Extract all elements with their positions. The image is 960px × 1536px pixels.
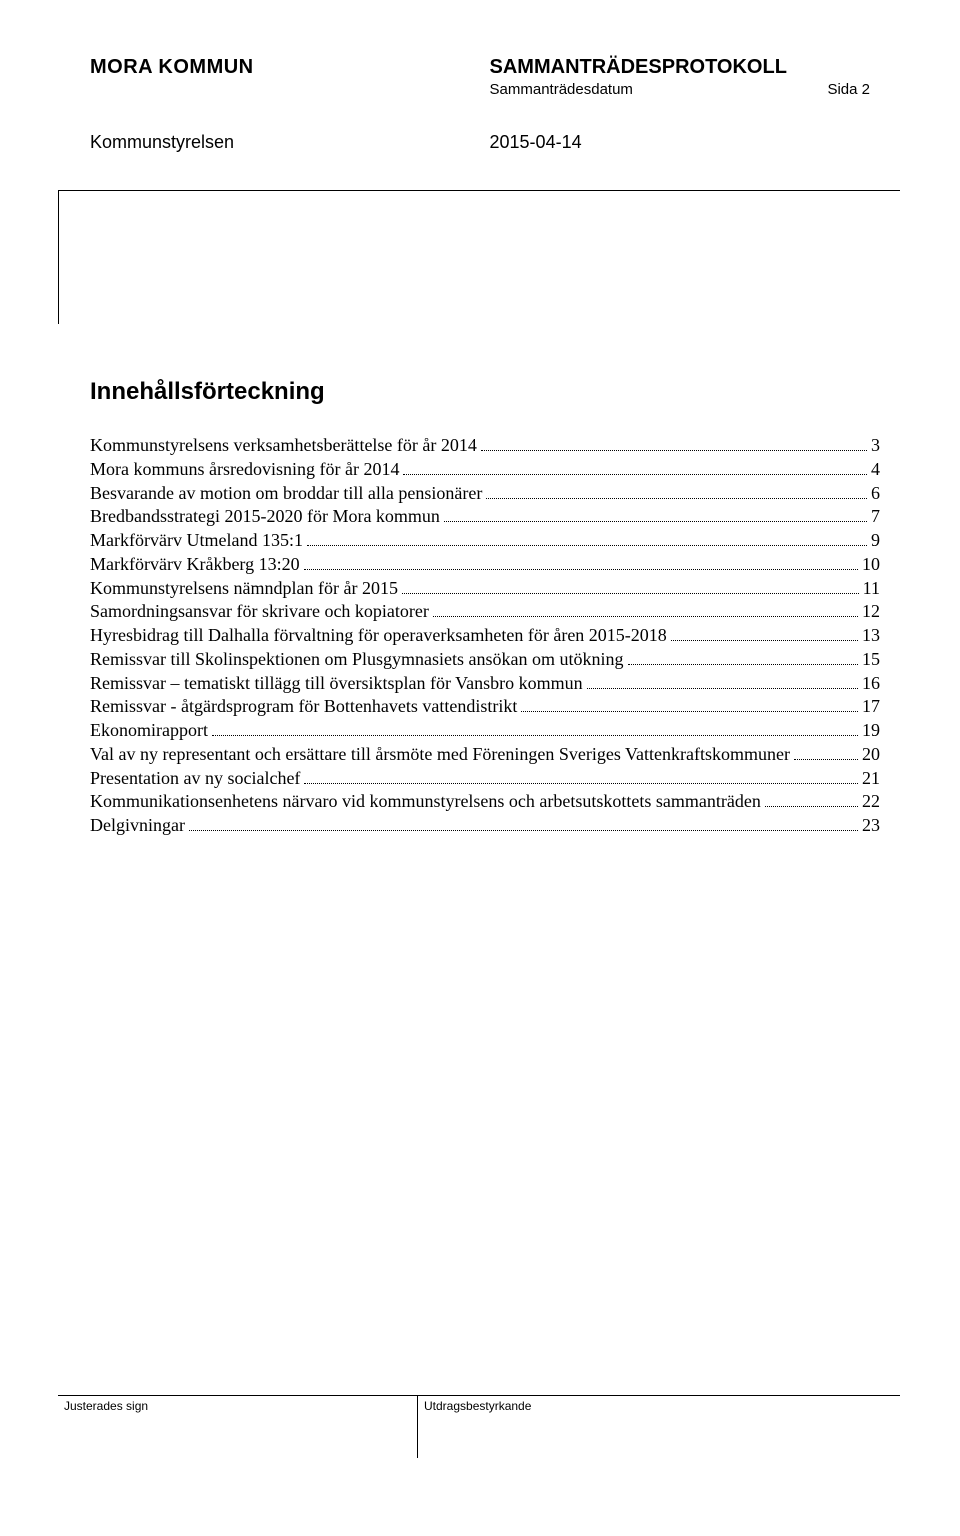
board-row: Kommunstyrelsen 2015-04-14	[90, 132, 870, 153]
toc-line: Ekonomirapport 19	[90, 719, 880, 743]
toc-leader	[587, 672, 858, 688]
toc-leader	[486, 482, 867, 498]
toc-title: Ekonomirapport	[90, 719, 208, 743]
toc-title: Samordningsansvar för skrivare och kopia…	[90, 600, 429, 624]
toc-leader	[794, 744, 858, 760]
toc-leader	[521, 696, 858, 712]
toc-title: Remissvar – tematiskt tillägg till övers…	[90, 672, 583, 696]
toc-page: 4	[871, 458, 880, 482]
toc-title: Remissvar till Skolinspektionen om Plusg…	[90, 648, 624, 672]
toc-title: Mora kommuns årsredovisning för år 2014	[90, 458, 399, 482]
board-name: Kommunstyrelsen	[90, 132, 490, 153]
toc-line: Mora kommuns årsredovisning för år 2014 4	[90, 458, 880, 482]
toc-page: 17	[862, 695, 880, 719]
toc-page: 10	[862, 553, 880, 577]
toc-leader	[433, 601, 858, 617]
toc-title: Kommunstyrelsens nämndplan för år 2015	[90, 577, 398, 601]
toc-page: 22	[862, 790, 880, 814]
date-label: Sammanträdesdatum	[490, 81, 633, 98]
footer-left: Justerades sign	[58, 1396, 418, 1458]
toc-line: Kommunstyrelsens nämndplan för år 2015 11	[90, 577, 880, 601]
toc-title: Val av ny representant och ersättare til…	[90, 743, 790, 767]
toc-leader	[402, 577, 859, 593]
toc-title: Markförvärv Kråkberg 13:20	[90, 553, 300, 577]
toc-page: 21	[862, 767, 880, 791]
toc-title: Presentation av ny socialchef	[90, 767, 300, 791]
toc-line: Bredbandsstrategi 2015-2020 för Mora kom…	[90, 505, 880, 529]
side-label: Sida 2	[827, 81, 870, 98]
toc-line: Presentation av ny socialchef 21	[90, 767, 880, 791]
toc-heading: Innehållsförteckning	[90, 378, 880, 406]
toc-leader	[765, 791, 858, 807]
toc-line: Besvarande av motion om broddar till all…	[90, 482, 880, 506]
toc-list: Kommunstyrelsens verksamhetsberättelse f…	[90, 434, 880, 838]
toc-title: Besvarande av motion om broddar till all…	[90, 482, 482, 506]
toc-leader	[304, 554, 858, 570]
page: MORA KOMMUN SAMMANTRÄDESPROTOKOLL Samman…	[0, 0, 960, 1536]
toc-page: 3	[871, 434, 880, 458]
toc-leader	[481, 435, 867, 451]
toc-leader	[189, 815, 858, 831]
toc-title: Kommunikationsenhetens närvaro vid kommu…	[90, 790, 761, 814]
toc-page: 12	[862, 600, 880, 624]
toc-title: Remissvar - åtgärdsprogram för Bottenhav…	[90, 695, 517, 719]
footer: Justerades sign Utdragsbestyrkande	[58, 1395, 900, 1458]
toc-page: 19	[862, 719, 880, 743]
header-right: SAMMANTRÄDESPROTOKOLL Sammanträdesdatum …	[490, 56, 870, 98]
toc-line: Hyresbidrag till Dalhalla förvaltning fö…	[90, 624, 880, 648]
toc-leader	[403, 459, 867, 475]
toc-title: Markförvärv Utmeland 135:1	[90, 529, 303, 553]
rule-box	[58, 190, 900, 324]
toc-leader	[444, 506, 867, 522]
header-subline: Sammanträdesdatum Sida 2	[490, 81, 870, 98]
toc-leader	[304, 767, 858, 783]
footer-right: Utdragsbestyrkande	[418, 1396, 900, 1458]
toc-page: 13	[862, 624, 880, 648]
toc-page: 20	[862, 743, 880, 767]
toc-leader	[671, 625, 858, 641]
toc-line: Remissvar - åtgärdsprogram för Bottenhav…	[90, 695, 880, 719]
toc-line: Kommunstyrelsens verksamhetsberättelse f…	[90, 434, 880, 458]
toc-title: Delgivningar	[90, 814, 185, 838]
toc-page: 15	[862, 648, 880, 672]
org-name: MORA KOMMUN	[90, 56, 490, 79]
doc-title: SAMMANTRÄDESPROTOKOLL	[490, 56, 870, 79]
toc-page: 23	[862, 814, 880, 838]
toc-leader	[212, 720, 858, 736]
toc-line: Remissvar till Skolinspektionen om Plusg…	[90, 648, 880, 672]
toc-page: 6	[871, 482, 880, 506]
toc-line: Markförvärv Kråkberg 13:20 10	[90, 553, 880, 577]
toc-line: Val av ny representant och ersättare til…	[90, 743, 880, 767]
toc-line: Kommunikationsenhetens närvaro vid kommu…	[90, 790, 880, 814]
toc-line: Markförvärv Utmeland 135:1 9	[90, 529, 880, 553]
toc-title: Kommunstyrelsens verksamhetsberättelse f…	[90, 434, 477, 458]
toc-leader	[307, 530, 867, 546]
toc-line: Samordningsansvar för skrivare och kopia…	[90, 600, 880, 624]
meeting-date: 2015-04-14	[490, 132, 870, 153]
toc-page: 9	[871, 529, 880, 553]
toc-leader	[628, 649, 859, 665]
toc-title: Bredbandsstrategi 2015-2020 för Mora kom…	[90, 505, 440, 529]
header-row: MORA KOMMUN SAMMANTRÄDESPROTOKOLL Samman…	[90, 56, 870, 98]
toc: Innehållsförteckning Kommunstyrelsens ve…	[90, 378, 880, 838]
toc-page: 11	[863, 577, 880, 601]
header-left: MORA KOMMUN	[90, 56, 490, 79]
toc-page: 16	[862, 672, 880, 696]
toc-page: 7	[871, 505, 880, 529]
toc-line: Delgivningar 23	[90, 814, 880, 838]
toc-title: Hyresbidrag till Dalhalla förvaltning fö…	[90, 624, 667, 648]
toc-line: Remissvar – tematiskt tillägg till övers…	[90, 672, 880, 696]
